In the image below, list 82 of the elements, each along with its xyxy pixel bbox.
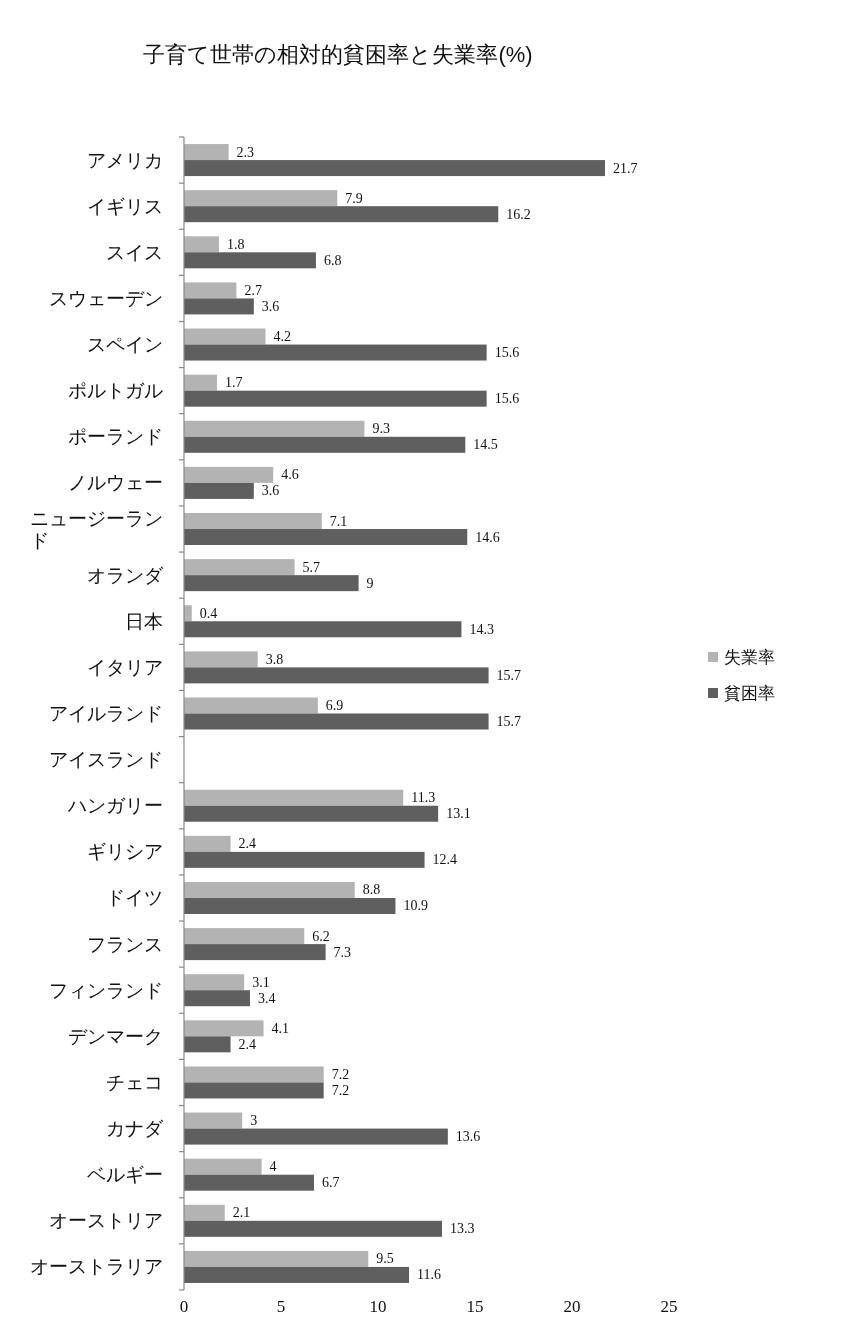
data-label: 9 [366,575,374,591]
data-label: 6.7 [322,1175,340,1191]
data-label: 13.3 [450,1221,475,1237]
data-label: 6.9 [325,698,344,713]
data-label: 2.1 [232,1205,251,1221]
category-label: アイルランド [49,703,163,724]
category-label: ベルギー [87,1164,163,1186]
data-label: 0.4 [199,605,218,621]
category-label: ギリシア [87,841,163,863]
data-label: 7.2 [331,1082,350,1098]
data-label: 14.3 [469,621,494,637]
category-label: ハンガリー [68,795,163,817]
data-label: 5.7 [302,559,321,575]
data-label: 21.7 [613,160,638,176]
data-label: 14.6 [475,529,500,545]
category-label: スウェーデン [49,287,163,309]
title: 子育て世帯の相対的貧困率と失業率(%) [143,42,533,67]
category-label: フランス [87,933,163,955]
data-label: 9.3 [372,421,390,437]
x-tick-label: 15 [466,1296,484,1316]
category-label: オランダ [87,564,163,586]
data-label: 2.7 [244,282,262,298]
data-label: 14.5 [473,437,498,453]
category-label: スイス [106,241,163,263]
data-label: 1.8 [226,236,245,252]
category-label: 日本 [125,610,163,632]
category-label: イタリア [87,656,163,678]
x-tick-label: 25 [660,1296,678,1316]
data-label: 7.9 [345,190,363,206]
category-label: ニュージーランド [30,507,163,551]
x-tick-label: 20 [563,1296,581,1316]
data-label: 3.4 [257,990,276,1006]
data-label: 7.2 [331,1066,350,1082]
data-label: 15.7 [496,714,522,729]
data-label: 12.4 [432,852,458,868]
data-label: 3.1 [252,974,270,990]
x-tick-label: 10 [369,1296,387,1316]
data-label: 13.6 [455,1129,481,1145]
category-label: オーストラリア [30,1256,163,1278]
data-label: 4 [269,1159,277,1175]
data-label: 13.1 [446,806,471,822]
data-label: 3 [250,1113,258,1129]
data-label: 4.1 [271,1020,290,1036]
data-label: 8.8 [362,882,381,898]
legend-label: 失業率 [724,647,775,667]
data-label: 11.6 [417,1267,441,1283]
data-label: 4.6 [281,467,299,483]
data-label: 7.3 [333,944,352,960]
x-tick-label: 0 [179,1296,189,1316]
category-label: ノルウェー [68,472,163,494]
data-label: 16.2 [506,206,531,222]
category-label: フィンランド [49,979,163,1001]
data-label: 2.3 [236,144,255,160]
category-label: ポルトガル [68,380,163,402]
data-label: 15.7 [496,667,522,683]
data-label: 15.6 [494,345,520,361]
data-label: 3.6 [261,298,280,314]
data-label: 9.5 [376,1251,394,1267]
data-label: 3.6 [261,483,280,499]
category-label: デンマーク [68,1025,163,1047]
category-label: カナダ [106,1118,163,1140]
data-label: 11.3 [411,790,436,806]
x-tick-label: 5 [276,1296,286,1316]
data-label: 10.9 [403,898,428,914]
legend-label: 貧困率 [724,683,775,703]
category-label: イギリス [87,195,163,217]
category-label: アイスランド [49,749,163,771]
category-label: チェコ [106,1071,163,1093]
data-label: 15.6 [494,391,520,407]
data-label: 1.7 [225,375,243,391]
category-label: ドイツ [106,887,163,909]
category-label: ポーランド [68,426,163,448]
category-label: スペイン [87,334,163,356]
data-label: 6.2 [312,928,330,944]
data-label: 4.2 [273,329,291,345]
data-label: 7.1 [329,513,348,529]
data-label: 2.4 [238,836,257,852]
category-label: アメリカ [87,149,163,171]
category-label: オーストリア [49,1210,163,1232]
data-label: 3.8 [265,651,284,667]
data-label: 2.4 [238,1036,257,1052]
data-label: 6.8 [323,252,342,268]
